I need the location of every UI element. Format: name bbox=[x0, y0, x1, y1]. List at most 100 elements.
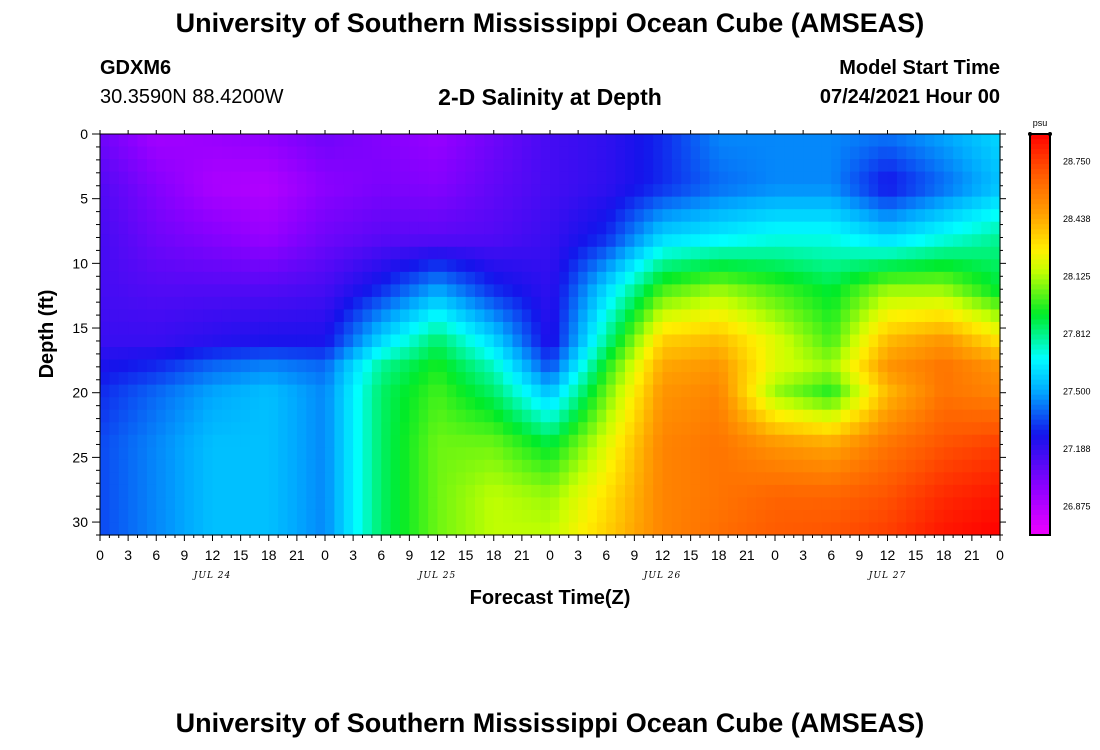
heatmap-cell bbox=[512, 259, 523, 273]
heatmap-cell bbox=[278, 171, 289, 185]
heatmap-cell bbox=[850, 359, 860, 373]
heatmap-cell bbox=[184, 234, 195, 248]
heatmap-cell bbox=[990, 372, 1001, 386]
heatmap-cell bbox=[240, 184, 251, 198]
heatmap-cell bbox=[362, 309, 373, 323]
heatmap-cell bbox=[371, 171, 382, 185]
heatmap-cell bbox=[906, 497, 917, 511]
heatmap-cell bbox=[381, 422, 392, 436]
heatmap-cell bbox=[193, 271, 204, 285]
heatmap-cell bbox=[175, 359, 185, 373]
heatmap-cell bbox=[400, 246, 410, 260]
heatmap-cell bbox=[456, 234, 467, 248]
heatmap-cell bbox=[578, 271, 589, 285]
heatmap-cell bbox=[878, 246, 889, 260]
heatmap-cell bbox=[634, 447, 645, 461]
heatmap-cell bbox=[587, 296, 598, 311]
heatmap-cell bbox=[390, 472, 401, 486]
heatmap-cell bbox=[353, 321, 364, 336]
heatmap-cell bbox=[400, 334, 410, 348]
heatmap-cell bbox=[662, 171, 673, 185]
heatmap-cell bbox=[896, 309, 907, 323]
heatmap-cell bbox=[662, 284, 673, 298]
heatmap-cell bbox=[418, 384, 429, 398]
heatmap-cell bbox=[653, 447, 664, 461]
day-labels: JUL 24 JUL 25 JUL 26 JUL 27 bbox=[192, 571, 905, 581]
heatmap-cell bbox=[896, 497, 907, 511]
heatmap-cell bbox=[184, 296, 195, 311]
heatmap-cell bbox=[643, 372, 654, 386]
heatmap-cell bbox=[643, 509, 654, 524]
heatmap-cell bbox=[437, 347, 448, 361]
heatmap-cell bbox=[381, 296, 392, 311]
x-tick-label: 12 bbox=[430, 547, 446, 563]
heatmap-cell bbox=[381, 497, 392, 511]
heatmap-cell bbox=[737, 384, 748, 398]
heatmap-cell bbox=[550, 309, 560, 323]
heatmap-cell bbox=[353, 196, 364, 210]
heatmap-cell bbox=[962, 409, 973, 423]
heatmap-cell bbox=[212, 146, 223, 160]
heatmap-cell bbox=[906, 246, 917, 260]
heatmap-cell bbox=[746, 372, 757, 386]
heatmap-cell bbox=[737, 284, 748, 298]
heatmap-cell bbox=[193, 259, 204, 273]
heatmap-cell bbox=[231, 484, 242, 499]
heatmap-cell bbox=[915, 259, 926, 273]
heatmap-cell bbox=[353, 397, 364, 411]
heatmap-cell bbox=[409, 334, 420, 348]
heatmap-cell bbox=[353, 146, 364, 160]
heatmap-cell bbox=[306, 422, 317, 436]
heatmap-cell bbox=[165, 509, 176, 524]
heatmap-cell bbox=[737, 472, 748, 486]
heatmap-cell bbox=[418, 334, 429, 348]
heatmap-cell bbox=[878, 171, 889, 185]
heatmap-cell bbox=[915, 434, 926, 448]
heatmap-cell bbox=[315, 384, 326, 398]
heatmap-cell bbox=[775, 309, 785, 323]
heatmap-cell bbox=[353, 372, 364, 386]
heatmap-cell bbox=[203, 434, 214, 448]
heatmap-cell bbox=[240, 347, 251, 361]
heatmap-cell bbox=[990, 347, 1001, 361]
heatmap-cell bbox=[475, 209, 485, 223]
heatmap-cell bbox=[512, 522, 523, 536]
heatmap-cell bbox=[587, 409, 598, 423]
heatmap-cell bbox=[681, 334, 692, 348]
heatmap-cell bbox=[906, 372, 917, 386]
colorbar-swatch bbox=[1030, 144, 1050, 150]
heatmap-cell bbox=[671, 334, 682, 348]
heatmap-cell bbox=[390, 159, 401, 173]
heatmap-cell bbox=[315, 271, 326, 285]
heatmap-cell bbox=[634, 246, 645, 260]
heatmap-cell bbox=[193, 159, 204, 173]
heatmap-cell bbox=[203, 409, 214, 423]
heatmap-cell bbox=[428, 434, 439, 448]
heatmap-cell bbox=[550, 472, 560, 486]
heatmap-cell bbox=[456, 522, 467, 536]
heatmap-cell bbox=[456, 184, 467, 198]
heatmap-cell bbox=[231, 359, 242, 373]
heatmap-cell bbox=[568, 321, 579, 336]
heatmap-cell bbox=[728, 284, 739, 298]
heatmap-cell bbox=[615, 234, 626, 248]
heatmap-cell bbox=[718, 246, 729, 260]
heatmap-cell bbox=[953, 397, 964, 411]
heatmap-cell bbox=[250, 259, 260, 273]
heatmap-cell bbox=[981, 372, 992, 386]
heatmap-cell bbox=[615, 184, 626, 198]
heatmap-cell bbox=[746, 459, 757, 473]
heatmap-cell bbox=[606, 509, 617, 524]
heatmap-cell bbox=[765, 321, 776, 336]
heatmap-cell bbox=[700, 409, 710, 423]
heatmap-cell bbox=[343, 447, 354, 461]
heatmap-cell bbox=[193, 422, 204, 436]
x-tick-label: 15 bbox=[458, 547, 474, 563]
heatmap-cell bbox=[268, 434, 279, 448]
heatmap-cell bbox=[728, 321, 739, 336]
heatmap-cell bbox=[231, 347, 242, 361]
colorbar-swatch bbox=[1030, 419, 1050, 426]
heatmap-cell bbox=[850, 321, 860, 336]
heatmap-cell bbox=[362, 359, 373, 373]
heatmap-cell bbox=[325, 522, 335, 536]
